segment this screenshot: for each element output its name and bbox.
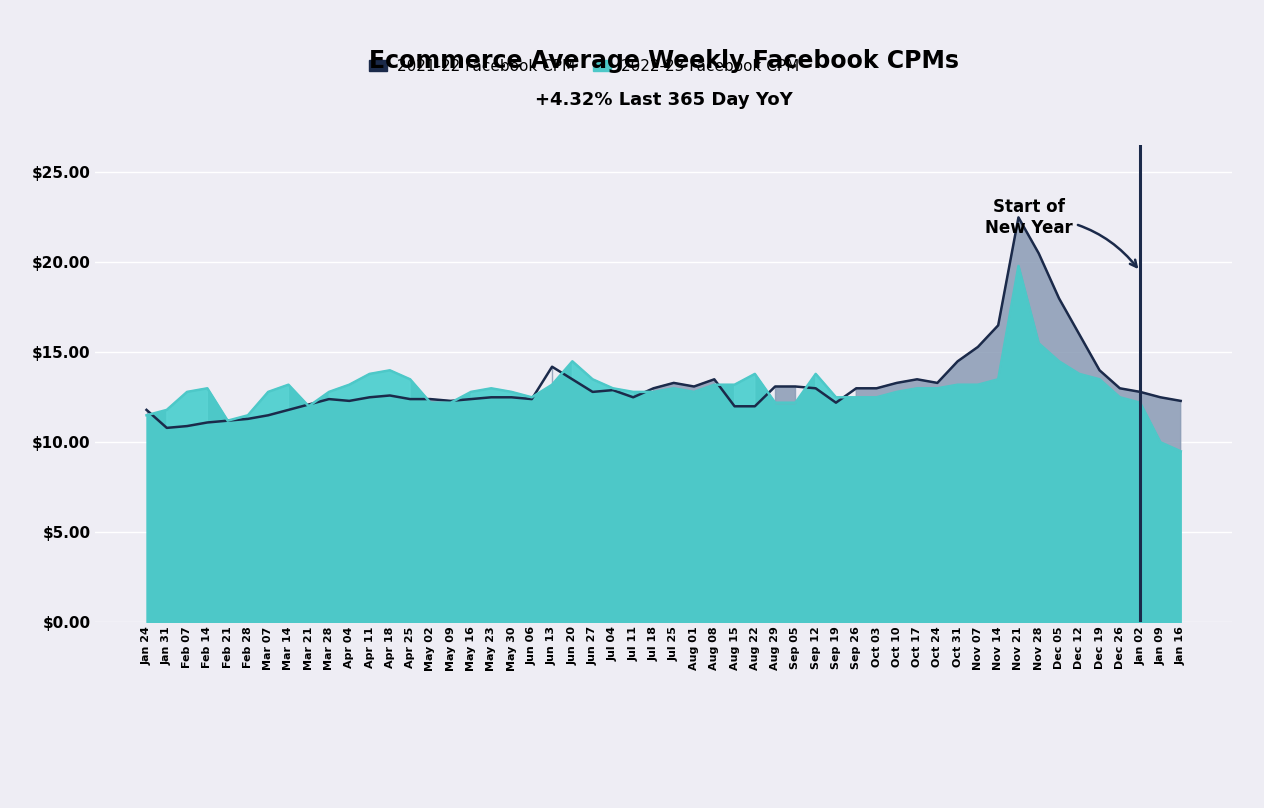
Text: Start of
New Year: Start of New Year [985, 198, 1136, 267]
Text: Ecommerce Average Weekly Facebook CPMs: Ecommerce Average Weekly Facebook CPMs [369, 48, 958, 73]
Text: +4.32% Last 365 Day YoY: +4.32% Last 365 Day YoY [535, 91, 793, 109]
Legend: 2021-22 Facebook CPM, 2022-23 Facebook CPM: 2021-22 Facebook CPM, 2022-23 Facebook C… [363, 53, 805, 80]
